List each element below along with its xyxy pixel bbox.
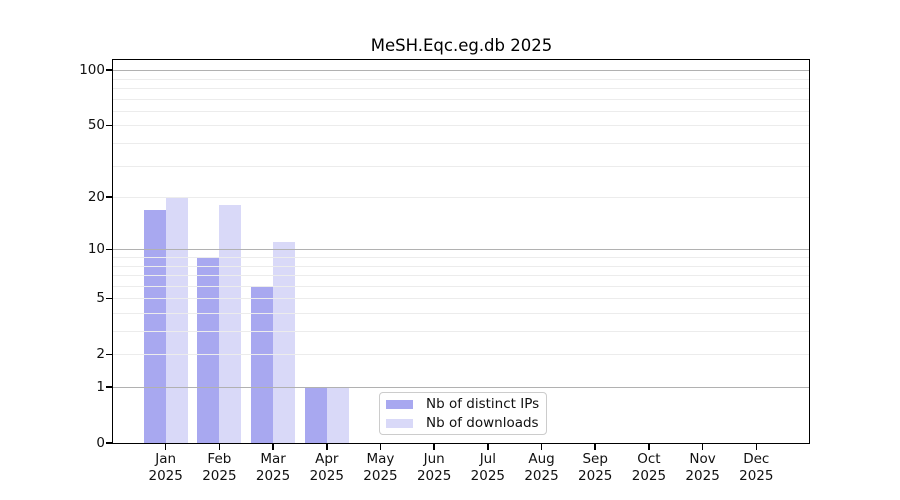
bar-nb-of-distinct-ips-mar [251, 285, 274, 444]
x-tick-label: Aug 2025 [524, 451, 559, 484]
y-tick-label: 50 [87, 117, 105, 134]
bar-nb-of-downloads-apr [326, 387, 349, 444]
bar-nb-of-distinct-ips-feb [197, 257, 220, 444]
bar-nb-of-downloads-jan [165, 197, 188, 444]
y-tick-label: 5 [96, 290, 105, 307]
x-tick [648, 444, 650, 450]
gridline-major [112, 249, 810, 251]
y-tick [106, 442, 112, 444]
gridline-minor [112, 265, 810, 267]
legend-label: Nb of downloads [426, 415, 539, 431]
y-tick [106, 196, 112, 198]
legend: Nb of distinct IPs Nb of downloads [379, 392, 547, 435]
x-tick-label: Jun 2025 [416, 451, 452, 484]
x-tick-label: Apr 2025 [309, 451, 344, 484]
y-tick [106, 353, 112, 356]
y-tick [106, 386, 112, 388]
gridline-minor [112, 298, 810, 300]
gridline-minor [112, 285, 810, 287]
gridline-minor [112, 257, 810, 259]
x-tick [755, 444, 758, 450]
x-tick [594, 444, 597, 450]
chart-title: MeSH.Eqc.eg.db 2025 [370, 36, 553, 55]
x-tick [540, 444, 543, 450]
y-tick [106, 69, 112, 71]
x-tick [701, 444, 704, 450]
x-tick-label: Dec 2025 [739, 451, 774, 484]
x-tick-label: Feb 2025 [202, 451, 237, 484]
x-tick [487, 444, 489, 450]
y-tick-label: 0 [96, 435, 105, 452]
y-tick [106, 248, 112, 251]
plot-area [112, 59, 810, 444]
gridline-minor [112, 110, 810, 112]
x-tick [379, 444, 382, 450]
x-tick [164, 444, 167, 450]
gridline-minor [112, 275, 810, 277]
gridline-major [112, 70, 810, 72]
gridline-minor [112, 125, 810, 127]
gridline-minor [112, 165, 810, 167]
gridline-minor [112, 78, 810, 80]
x-tick-label: May 2025 [363, 451, 398, 484]
x-tick-label: Oct 2025 [631, 451, 667, 484]
y-tick-label: 100 [79, 62, 105, 79]
x-tick [218, 444, 221, 450]
legend-label: Nb of distinct IPs [426, 396, 540, 412]
gridline-minor [112, 98, 810, 100]
x-tick-label: Sep 2025 [578, 451, 613, 484]
gridline-minor [112, 331, 810, 333]
bar-nb-of-downloads-feb [219, 205, 242, 444]
bar-nb-of-distinct-ips-apr [304, 387, 327, 444]
y-tick [106, 297, 112, 300]
y-tick [106, 124, 112, 127]
y-tick-label: 1 [96, 379, 105, 396]
gridline-minor [112, 354, 810, 356]
gridline-minor [112, 197, 810, 199]
gridline-minor [112, 88, 810, 90]
bar-nb-of-distinct-ips-jan [143, 209, 166, 444]
legend-item: Nb of distinct IPs [386, 396, 546, 412]
x-tick-label: Nov 2025 [685, 451, 720, 484]
legend-item: Nb of downloads [386, 415, 546, 431]
x-tick-label: Mar 2025 [255, 451, 291, 484]
x-tick [433, 444, 435, 450]
legend-swatch-downloads-icon [386, 418, 413, 428]
gridline-minor [112, 313, 810, 315]
gridline-major [112, 387, 810, 389]
y-tick-label: 2 [96, 346, 105, 363]
x-tick [325, 444, 328, 450]
y-tick-label: 10 [87, 241, 105, 258]
x-tick-label: Jul 2025 [470, 451, 506, 484]
x-tick-label: Jan 2025 [148, 451, 183, 484]
gridline-minor [112, 143, 810, 145]
y-tick-label: 20 [87, 189, 105, 206]
legend-swatch-distinct-ips-icon [386, 399, 413, 409]
bar-nb-of-downloads-mar [273, 242, 296, 444]
x-tick [272, 444, 274, 450]
